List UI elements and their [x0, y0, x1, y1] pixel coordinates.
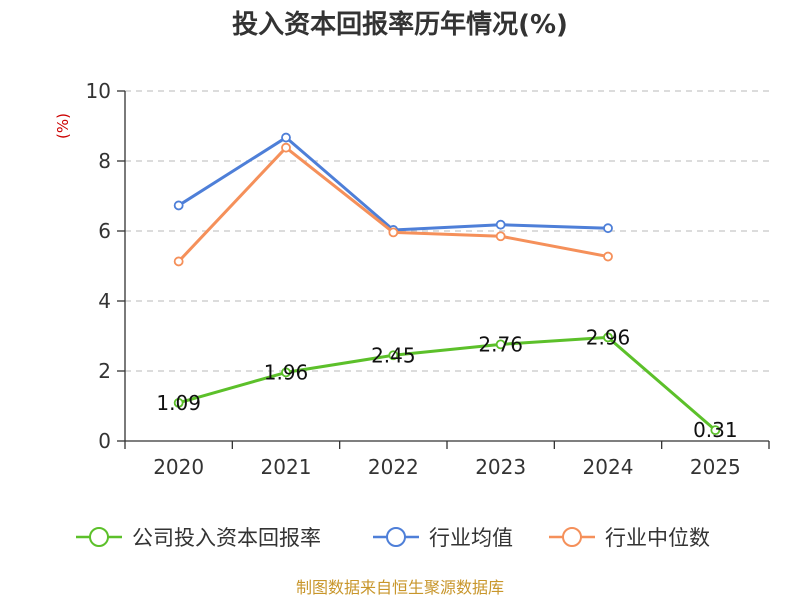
chart-title: 投入资本回报率历年情况(%) [232, 9, 568, 40]
legend-item[interactable]: 行业中位数 [549, 526, 710, 550]
data-point[interactable] [495, 339, 506, 350]
data-point[interactable] [603, 223, 613, 234]
data-point[interactable] [281, 142, 291, 153]
data-label: 2.76 [478, 332, 523, 356]
data-label: 2.45 [371, 343, 416, 367]
y-tick-label: 0 [98, 429, 111, 453]
data-label: 1.09 [156, 391, 201, 415]
series-layer [173, 132, 721, 436]
legend-label: 公司投入资本回报率 [132, 526, 321, 550]
series-line [178, 335, 717, 432]
data-point[interactable] [281, 367, 291, 378]
x-tick-label: 2021 [261, 455, 312, 479]
data-point[interactable] [603, 251, 613, 262]
series-line [177, 136, 609, 232]
data-point[interactable] [388, 227, 399, 238]
x-tick-label: 2020 [153, 455, 204, 479]
y-tick-label: 2 [98, 359, 111, 383]
legend-label: 行业均值 [429, 526, 513, 550]
data-point[interactable] [603, 332, 613, 343]
data-point[interactable] [495, 231, 506, 242]
x-tick-label: 2023 [475, 455, 526, 479]
legend-label: 行业中位数 [605, 526, 710, 550]
axes: 0 2 4 6 8 10 2020 2021 2022 2023 2024 2025 [86, 79, 770, 479]
y-tick-label: 10 [86, 79, 111, 103]
grid-lines [125, 90, 769, 372]
source-note: 制图数据来自恒生聚源数据库 [296, 578, 504, 597]
data-point[interactable] [495, 219, 506, 230]
y-tick-label: 4 [98, 289, 111, 313]
legend-item[interactable]: 公司投入资本回报率 [76, 526, 321, 550]
data-point[interactable] [710, 425, 721, 436]
legend[interactable]: 公司投入资本回报率 行业均值 行业中位数 [76, 526, 710, 550]
x-tick-label: 2024 [583, 455, 634, 479]
legend-item[interactable]: 行业均值 [373, 526, 513, 550]
data-labels: 1.09 1.96 2.45 2.76 2.96 0.31 [156, 325, 737, 442]
data-point[interactable] [173, 397, 184, 408]
y-tick-label: 8 [98, 149, 111, 173]
legend-marker [562, 527, 582, 547]
legend-marker [386, 527, 406, 547]
y-axis-unit: (%) [54, 113, 72, 139]
data-point[interactable] [281, 132, 291, 143]
data-point[interactable] [173, 256, 184, 267]
data-label: 0.31 [693, 418, 738, 442]
data-label: 1.96 [264, 360, 309, 384]
data-point[interactable] [173, 200, 184, 211]
y-tick-label: 6 [98, 219, 111, 243]
x-tick-label: 2022 [368, 455, 419, 479]
legend-marker [89, 527, 109, 547]
x-tick-label: 2025 [690, 455, 741, 479]
data-label: 2.96 [586, 325, 631, 349]
data-point[interactable] [388, 350, 399, 361]
